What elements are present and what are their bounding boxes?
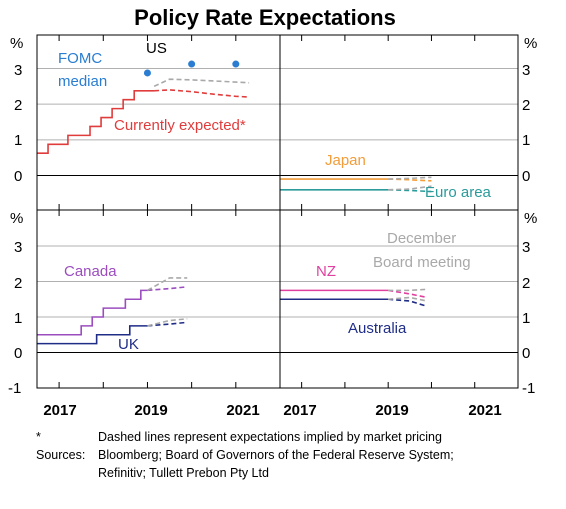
annotation-euro-area: Euro area <box>425 184 492 201</box>
chart-canvas: Policy Rate Expectations % % % % 3 2 1 0… <box>8 5 537 419</box>
series-line-uk-expected <box>147 321 188 327</box>
panel-frame <box>36 34 519 389</box>
y-tick-label-right-bottom-0: 0 <box>522 345 530 362</box>
y-tick-label-left-bottom-1: 1 <box>14 310 22 327</box>
y-tick-label-right-top-3: 3 <box>522 62 530 79</box>
y-tick-label-right-bottom-2: 2 <box>522 275 530 292</box>
annotation-us: US <box>146 40 167 57</box>
fomc-median-dot <box>188 60 196 68</box>
x-tick-label-left-2017: 2017 <box>43 402 76 419</box>
series-line-canada-expected <box>147 286 188 292</box>
series-line-aus-prev <box>388 296 428 302</box>
tick-layer <box>58 35 476 388</box>
unit-label-top-right: % <box>524 35 537 52</box>
y-tick-label-right-bottom-neg1: -1 <box>522 380 535 397</box>
chart-notes: * Dashed lines represent expectations im… <box>36 428 454 482</box>
series-line-japan-expected <box>388 178 432 182</box>
series-line-us-expected-previous <box>153 78 250 88</box>
series-line-euro-expected <box>388 188 432 193</box>
annotation-nz: NZ <box>316 263 336 280</box>
chart-title: Policy Rate Expectations <box>134 5 396 30</box>
annotation-uk: UK <box>118 336 139 353</box>
series-line-us-expected-current <box>154 89 250 98</box>
annotation-canada: Canada <box>64 263 117 280</box>
annotation-fomc-line1: FOMC <box>58 50 102 67</box>
y-tick-label-left-bottom-neg1: -1 <box>8 380 21 397</box>
y-tick-label-right-top-1: 1 <box>522 132 530 149</box>
y-tick-label-left-bottom-2: 2 <box>14 275 22 292</box>
annotation-currently-expected: Currently expected* <box>114 117 246 134</box>
annotation-australia: Australia <box>348 320 407 337</box>
y-tick-label-right-bottom-3: 3 <box>522 239 530 256</box>
annotation-japan: Japan <box>325 152 366 169</box>
annotation-december-line1: December <box>387 230 456 247</box>
x-tick-label-right-2019: 2019 <box>375 402 408 419</box>
y-tick-label-right-bottom-1: 1 <box>522 310 530 327</box>
x-tick-label-right-2021: 2021 <box>468 402 501 419</box>
fomc-median-dot <box>232 60 240 68</box>
sources-row: Sources: Bloomberg; Board of Governors o… <box>36 446 454 464</box>
series-line-uk-prev <box>147 317 188 327</box>
y-tick-label-left-top-1: 1 <box>14 132 22 149</box>
y-tick-label-left-bottom-0: 0 <box>14 345 22 362</box>
footnote-text: Dashed lines represent expectations impl… <box>98 430 442 444</box>
y-tick-label-right-top-2: 2 <box>522 97 530 114</box>
annotation-december-line2: Board meeting <box>373 254 471 271</box>
footnote-marker: * <box>36 430 41 444</box>
fomc-median-dot <box>143 69 151 77</box>
sources-label: Sources: <box>36 448 86 462</box>
x-tick-label-left-2019: 2019 <box>134 402 167 419</box>
series-line-japan-prev <box>388 176 432 180</box>
series-layer <box>37 60 432 345</box>
series-line-euro-prev <box>388 185 432 191</box>
y-tick-label-right-top-0: 0 <box>522 168 530 185</box>
x-tick-label-right-2017: 2017 <box>283 402 316 419</box>
unit-label-bottom-right: % <box>524 210 537 227</box>
y-tick-label-left-top-2: 2 <box>14 97 22 114</box>
gridlines <box>37 68 518 353</box>
series-line-us-actual <box>37 89 155 155</box>
series-line-nz-prev <box>388 288 428 292</box>
y-tick-label-left-top-0: 0 <box>14 168 22 185</box>
unit-label-bottom-left: % <box>10 210 23 227</box>
unit-label-top-left: % <box>10 35 23 52</box>
series-line-canada-prev <box>147 277 188 292</box>
x-tick-label-left-2021: 2021 <box>226 402 259 419</box>
y-tick-label-left-bottom-3: 3 <box>14 239 22 256</box>
sources-text-line1: Bloomberg; Board of Governors of the Fed… <box>98 448 454 462</box>
sources-row-continued: Refinitiv; Tullett Prebon Pty Ltd <box>36 464 454 482</box>
footnote-row: * Dashed lines represent expectations im… <box>36 428 454 446</box>
y-tick-label-left-top-3: 3 <box>14 62 22 79</box>
annotation-fomc-line2: median <box>58 73 107 90</box>
series-line-nz-expected <box>388 289 428 299</box>
series-line-aus-expected <box>388 298 428 308</box>
sources-text-line2: Refinitiv; Tullett Prebon Pty Ltd <box>98 466 269 480</box>
series-line-uk-actual <box>37 325 148 345</box>
series-line-canada-actual <box>37 289 148 336</box>
